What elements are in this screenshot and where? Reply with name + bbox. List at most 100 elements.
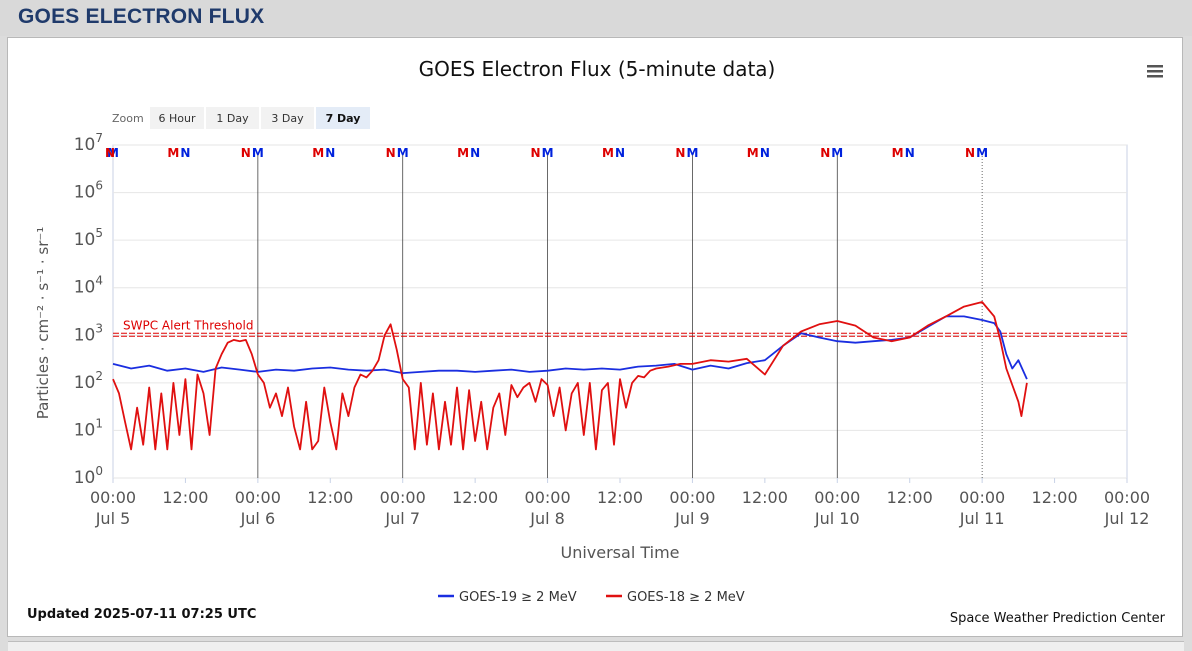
x-tick-label: 00:00 [525,488,571,507]
marker-n: N [615,146,625,160]
x-tick-date: Jul 5 [95,509,131,528]
zoom-controls: Zoom 6 Hour 1 Day 3 Day 7 Day [112,107,370,129]
page-title: GOES ELECTRON FLUX [18,5,265,28]
x-tick-label: 12:00 [742,488,788,507]
updated-timestamp: Updated 2025-07-11 07:25 UTC [27,607,256,622]
marker-m: M [892,146,904,160]
y-tick-label: 107 [74,131,103,155]
marker-n: N [965,146,975,160]
x-tick-date: Jul 8 [529,509,565,528]
x-tick-date: Jul 6 [240,509,276,528]
y-tick-label: 103 [74,321,103,345]
y-tick-base: 10 [74,420,96,440]
y-tick-exponent: 7 [95,131,103,145]
marker-n: N [760,146,770,160]
series-line-goes18 [112,301,1028,451]
y-tick-label: 100 [74,464,103,488]
electron-flux-chart: GOES Electron Flux (5-minute data) Zoom … [27,57,1166,626]
marker-m: M [167,146,179,160]
marker-n: N [386,146,396,160]
threshold-label: SWPC Alert Threshold [123,318,253,332]
x-tick-date: Jul 7 [384,509,420,528]
y-tick-label: 102 [74,369,103,393]
x-tick-date: Jul 12 [1104,509,1150,528]
marker-n: N [105,146,115,160]
marker-m: M [312,146,324,160]
series-line-goes19 [112,315,1028,380]
zoom-button-6h-bg[interactable] [150,107,204,129]
x-axis-title: Universal Time [560,543,679,562]
marker-m: M [252,146,264,160]
credit-text: Space Weather Prediction Center [950,611,1166,626]
legend-label: GOES-18 ≥ 2 MeV [627,590,745,605]
menu-button[interactable] [1145,62,1165,80]
y-tick-base: 10 [74,325,96,345]
x-tick-label: 12:00 [597,488,643,507]
y-tick-exponent: 1 [95,416,103,430]
day-separator-lines [257,153,983,478]
plot-area [112,144,1128,479]
x-tick-label: 12:00 [887,488,933,507]
zoom-label: Zoom [112,112,144,125]
zoom-button-1d[interactable]: 1 Day [206,107,259,129]
x-tick-label: 12:00 [162,488,208,507]
x-tick-date: Jul 9 [674,509,710,528]
x-tick-label: 12:00 [452,488,498,507]
zoom-button-7d[interactable]: 7 Day [316,107,370,129]
y-tick-exponent: 0 [95,464,103,478]
page-header: GOES ELECTRON FLUX [0,0,1192,36]
marker-m: M [542,146,554,160]
zoom-button-3d-bg[interactable] [261,107,314,129]
marker-n: N [675,146,685,160]
marker-n: N [241,146,251,160]
y-tick-base: 10 [74,468,96,488]
series-lines [112,301,1028,451]
y-tick-base: 10 [74,135,96,155]
x-tick-label: 00:00 [90,488,136,507]
bottom-strip [8,641,1184,651]
zoom-button-7d-bg[interactable] [316,107,370,129]
zoom-button-6h[interactable]: 6 Hour [150,107,204,129]
zoom-button-3d-label: 3 Day [271,112,304,125]
y-tick-base: 10 [74,278,96,298]
mn-markers: MN M N N M M N N M M N N M M N N M M N N M M N N M [105,146,988,160]
x-tick-label: 00:00 [959,488,1005,507]
y-tick-label: 104 [74,274,103,298]
y-tick-label: 101 [74,416,103,440]
marker-m: M [457,146,469,160]
legend-item[interactable]: GOES-18 ≥ 2 MeV [606,590,745,605]
marker-n: N [325,146,335,160]
zoom-button-6h-label: 6 Hour [159,112,196,125]
legend: GOES-19 ≥ 2 MeV GOES-18 ≥ 2 MeV [438,590,745,605]
marker-m: M [397,146,409,160]
y-tick-exponent: 5 [95,226,103,240]
alert-threshold: SWPC Alert Threshold [113,318,1127,337]
marker-m: M [976,146,988,160]
x-axis: 00:00 Jul 5 12:00 00:00 Jul 6 12:00 00:00 Jul 7… [90,478,1150,528]
y-tick-exponent: 6 [95,179,103,193]
legend-item[interactable]: GOES-19 ≥ 2 MeV [438,590,577,605]
y-tick-exponent: 4 [95,274,103,288]
zoom-button-3d[interactable]: 3 Day [261,107,314,129]
y-tick-base: 10 [74,230,96,250]
chart-panel: GOES Electron Flux (5-minute data) Zoom … [7,37,1183,637]
grid-lines [113,144,1127,479]
marker-m: M [747,146,759,160]
zoom-button-1d-label: 1 Day [216,112,249,125]
y-tick-label: 106 [74,179,103,203]
x-tick-label: 00:00 [814,488,860,507]
zoom-button-1d-bg[interactable] [206,107,259,129]
marker-m: M [602,146,614,160]
x-tick-date: Jul 10 [814,509,860,528]
y-tick-label: 105 [74,226,103,250]
x-tick-label: 00:00 [1104,488,1150,507]
x-tick-label: 00:00 [669,488,715,507]
x-tick-label: 00:00 [235,488,281,507]
y-axis-title: Particles · cm⁻² · s⁻¹ · sr⁻¹ [34,227,52,420]
marker-n: N [180,146,190,160]
x-tick-label: 12:00 [1032,488,1078,507]
y-tick-base: 10 [74,183,96,203]
x-tick-label: 00:00 [380,488,426,507]
marker-n: N [530,146,540,160]
